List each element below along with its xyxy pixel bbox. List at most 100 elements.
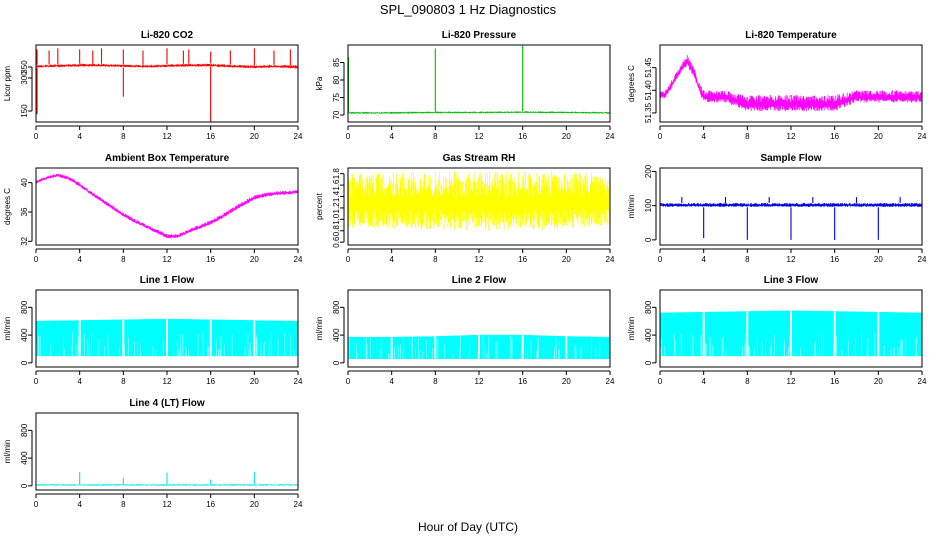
x-tick-label: 20 — [562, 132, 571, 141]
x-tick-label: 12 — [163, 377, 172, 386]
x-tick-label: 16 — [518, 255, 527, 264]
x-tick-label: 4 — [701, 377, 706, 386]
y-tick-label: 350 — [20, 60, 29, 74]
x-tick-label: 12 — [787, 255, 796, 264]
x-tick-label: 8 — [745, 255, 750, 264]
y-tick-label: 0.8 — [332, 225, 341, 237]
x-tick-label: 16 — [830, 255, 839, 264]
y-tick-label: 40 — [20, 178, 29, 187]
x-tick-label: 0 — [346, 377, 351, 386]
x-tick-label: 20 — [562, 255, 571, 264]
x-tick-label: 4 — [77, 255, 82, 264]
x-tick-label: 12 — [787, 377, 796, 386]
y-axis-label: percent — [315, 192, 324, 219]
x-tick-label: 16 — [206, 132, 215, 141]
y-tick-label: 75 — [332, 93, 341, 102]
y-tick-label: 800 — [20, 300, 29, 314]
x-tick-label: 24 — [294, 500, 303, 509]
panel-title: Line 1 Flow — [140, 275, 195, 286]
panel-title: Line 3 Flow — [764, 275, 819, 286]
x-tick-label: 12 — [475, 255, 484, 264]
x-tick-label: 8 — [433, 255, 438, 264]
y-tick-label: 1.4 — [332, 190, 341, 202]
figure-xlabel: Hour of Day (UTC) — [418, 520, 518, 534]
panel-5: Sample Flow 0 4 8 12 16 20 24 0 100 200 ml/min — [627, 153, 927, 264]
y-axis-label: kPa — [315, 76, 324, 90]
plot-frame — [347, 289, 611, 368]
x-tick-label: 20 — [874, 377, 883, 386]
panel-1: Li-820 Pressure 0 4 8 12 16 20 24 70 75 80 85 kPa — [315, 30, 615, 141]
x-tick-label: 12 — [475, 377, 484, 386]
area-gaps — [390, 335, 568, 359]
y-tick-label: 51.45 — [644, 57, 653, 78]
x-tick-label: 16 — [206, 255, 215, 264]
y-tick-label: 1.6 — [332, 179, 341, 191]
x-tick-label: 4 — [701, 255, 706, 264]
x-tick-label: 8 — [433, 132, 438, 141]
figure-title: SPL_090803 1 Hz Diagnostics — [380, 2, 557, 17]
x-tick-label: 8 — [433, 377, 438, 386]
plot-frame — [659, 289, 923, 368]
x-tick-label: 16 — [206, 377, 215, 386]
panel-4: Gas Stream RH0 4 8 12 16 20 240.60.81.01.21.41… — [315, 153, 615, 264]
y-tick-label: 100 — [644, 198, 653, 212]
series-3 — [36, 173, 298, 239]
plot-frame — [35, 289, 299, 368]
y-tick-label: 800 — [332, 300, 341, 314]
area-gaps — [702, 310, 880, 356]
y-axis-label: ml/min — [3, 440, 12, 464]
panel-title: Li-820 CO2 — [141, 30, 194, 41]
y-tick-label: 400 — [644, 328, 653, 342]
y-axis-label: ml/min — [627, 317, 636, 341]
x-tick-label: 12 — [163, 132, 172, 141]
panel-8: Line 3 Flow 0 4 8 12 16 20 24 0 400 800 ml/min — [627, 275, 927, 386]
line-band — [36, 63, 298, 69]
area-texture — [348, 334, 601, 359]
x-tick-label: 8 — [121, 377, 126, 386]
x-tick-label: 24 — [918, 132, 927, 141]
y-tick-label: 70 — [332, 110, 341, 119]
y-axis-label: degrees C — [627, 65, 636, 102]
y-tick-label: 51.40 — [644, 80, 653, 101]
panel-title: Li-820 Pressure — [442, 30, 517, 41]
x-tick-label: 24 — [294, 132, 303, 141]
x-tick-label: 20 — [874, 132, 883, 141]
plot-frame — [659, 167, 923, 246]
x-tick-label: 4 — [389, 132, 394, 141]
y-tick-label: 85 — [332, 58, 341, 67]
y-tick-label: 36 — [20, 207, 29, 216]
y-tick-label: 0 — [332, 360, 341, 365]
x-tick-label: 0 — [34, 132, 39, 141]
x-tick-label: 0 — [34, 500, 39, 509]
series-1 — [348, 45, 610, 114]
y-axis-label: Licor ppm — [3, 66, 12, 101]
x-tick-label: 20 — [874, 255, 883, 264]
x-tick-label: 16 — [830, 377, 839, 386]
plot-frame — [659, 44, 923, 123]
x-tick-label: 0 — [658, 132, 663, 141]
panel-title: Line 4 (LT) Flow — [129, 398, 205, 409]
line-band — [36, 484, 298, 486]
series-9 — [36, 471, 298, 486]
panel-title: Gas Stream RH — [443, 153, 516, 164]
y-tick-label: 300 — [20, 71, 29, 85]
series-6 — [36, 318, 298, 357]
panel-title: Ambient Box Temperature — [105, 153, 230, 164]
x-tick-label: 4 — [77, 132, 82, 141]
x-tick-label: 24 — [918, 377, 927, 386]
x-tick-label: 24 — [294, 377, 303, 386]
series-4 — [348, 170, 610, 231]
x-tick-label: 24 — [606, 377, 615, 386]
y-tick-label: 0 — [644, 360, 653, 365]
x-tick-label: 20 — [250, 255, 259, 264]
y-tick-label: 400 — [20, 451, 29, 465]
x-tick-label: 12 — [475, 132, 484, 141]
series-5 — [660, 197, 922, 240]
plot-frame — [35, 44, 299, 123]
y-tick-label: 0 — [20, 483, 29, 488]
area-gaps — [78, 319, 256, 356]
x-tick-label: 8 — [121, 500, 126, 509]
x-tick-label: 24 — [918, 255, 927, 264]
